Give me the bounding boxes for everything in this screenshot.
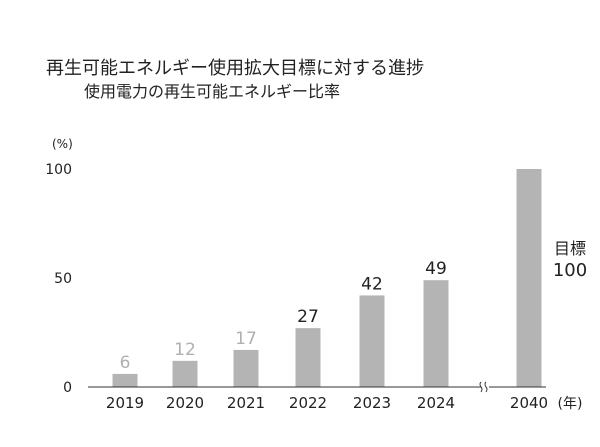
chart-title: 再生可能エネルギー使用拡大目標に対する進捗 [46, 58, 424, 79]
axis-break-mark-left [479, 381, 483, 393]
data-label-2022: 27 [297, 307, 319, 327]
target-label: 目標 [554, 239, 586, 258]
bar-2024 [423, 280, 449, 387]
data-label-2019: 6 [120, 353, 131, 373]
bar-2023 [359, 295, 385, 387]
y-tick-label-100: 100 [45, 162, 72, 178]
x-axis-unit: (年) [558, 396, 583, 412]
x-tick-label-2024: 2024 [417, 394, 455, 412]
data-label-2020: 12 [174, 340, 196, 360]
axis-break-mark-right [484, 381, 488, 393]
x-tick-label-2021: 2021 [227, 394, 265, 412]
data-label-2024: 49 [425, 259, 447, 279]
x-tick-label-2019: 2019 [106, 394, 144, 412]
data-label-2021: 17 [235, 329, 257, 349]
y-axis-unit: (%) [52, 137, 73, 151]
chart-subtitle: 使用電力の再生可能エネルギー比率 [84, 82, 341, 101]
target-value: 100 [553, 260, 587, 281]
bar-2020 [172, 360, 198, 387]
data-label-2023: 42 [361, 274, 383, 294]
x-tick-label-2023: 2023 [353, 394, 391, 412]
y-tick-label-0: 0 [63, 380, 72, 396]
bar-2040 [516, 169, 542, 387]
bar-2021 [233, 349, 259, 387]
x-tick-label-2040: 2040 [510, 394, 548, 412]
x-tick-label-2022: 2022 [289, 394, 327, 412]
bar-2019 [112, 373, 138, 387]
y-tick-label-50: 50 [54, 271, 72, 287]
x-tick-label-2020: 2020 [166, 394, 204, 412]
bar-2022 [295, 328, 321, 387]
